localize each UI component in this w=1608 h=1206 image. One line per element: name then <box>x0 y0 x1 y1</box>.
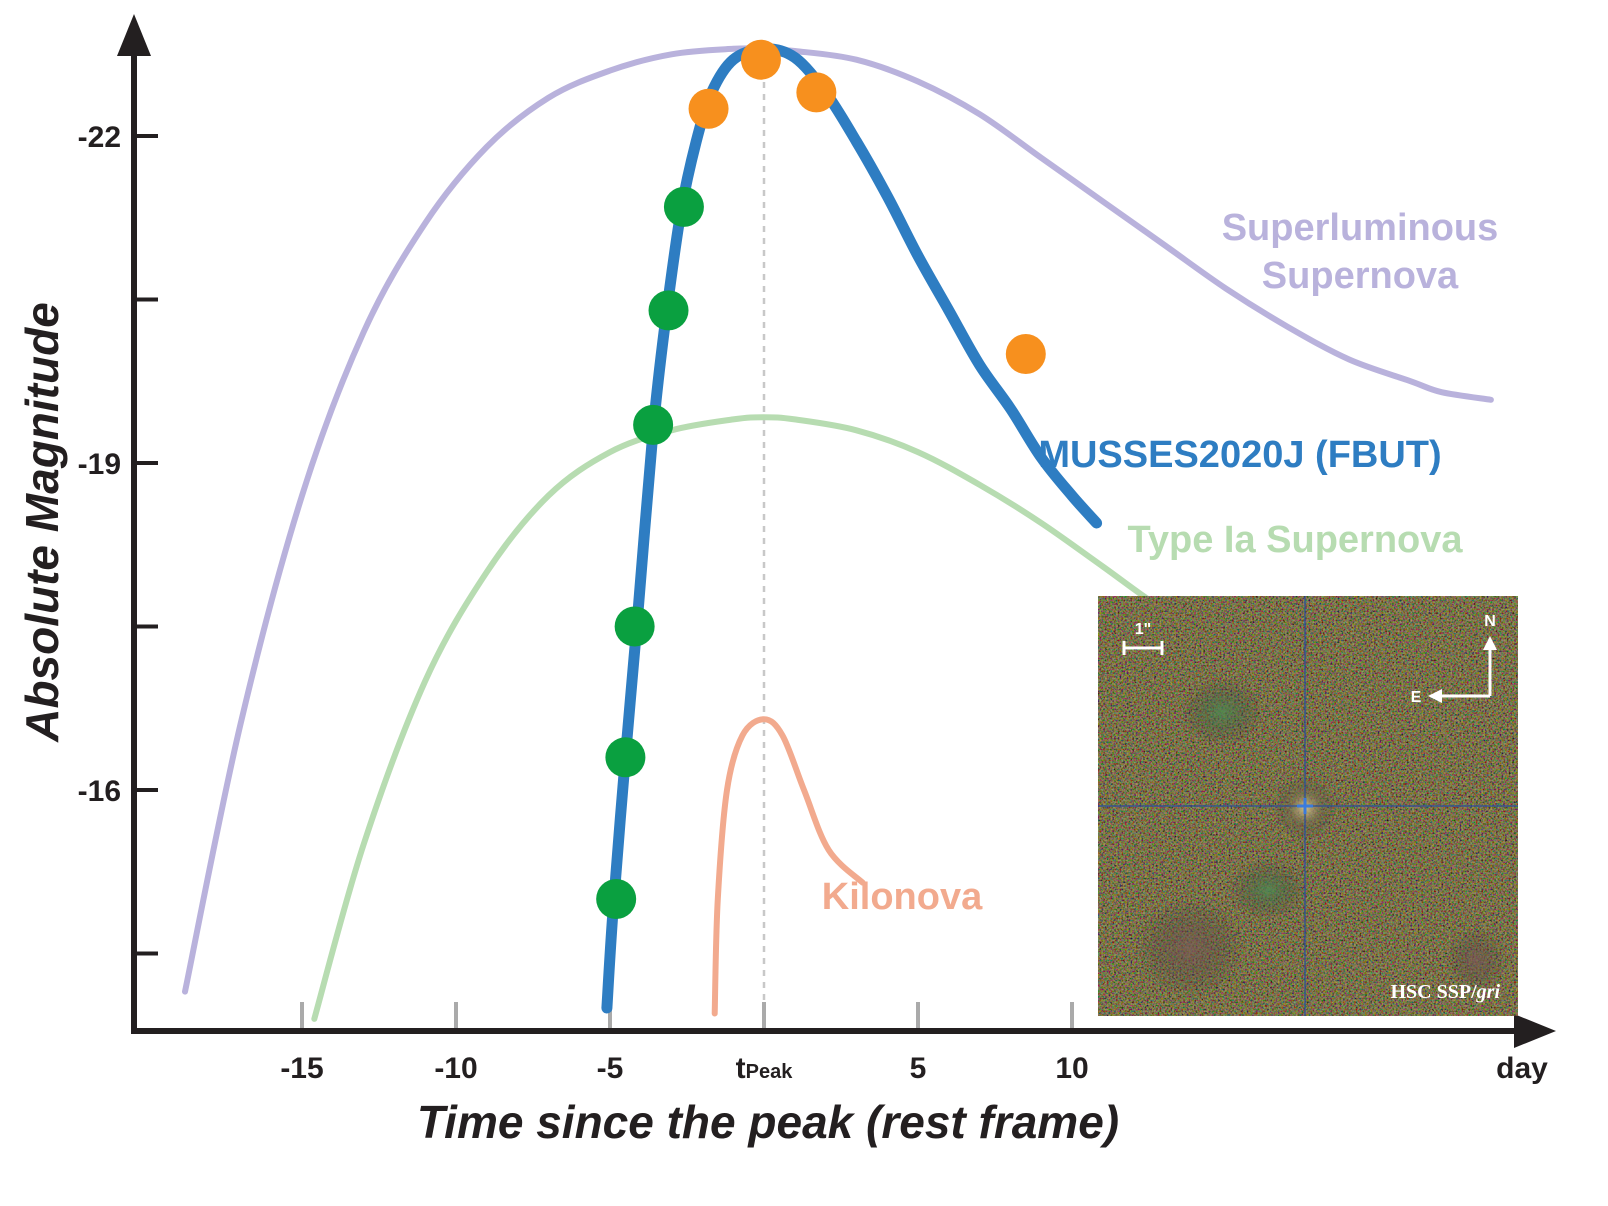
y-tick-label: -22 <box>78 121 121 154</box>
musses-data-point <box>688 88 729 129</box>
musses-label: MUSSES2020J (FBUT) <box>1038 434 1441 476</box>
y-tick-label: -19 <box>78 448 121 481</box>
musses-data-point <box>796 72 837 113</box>
y-ticks: -22 -19 -16 <box>78 121 158 956</box>
type-ia-label: Type Ia Supernova <box>1127 519 1463 561</box>
inset-caption: HSC SSP/gri <box>1391 981 1501 1003</box>
slsn-label-line2: Supernova <box>1262 255 1459 297</box>
musses-data-point <box>596 879 637 919</box>
scale-bar-icon <box>1122 641 1164 655</box>
y-axis-title: Absolute Magnitude <box>16 302 68 743</box>
x-tick-label: 10 <box>1055 1052 1088 1085</box>
musses-data-point <box>633 404 674 445</box>
x-ticks: -15 -10 -5 tPeak 5 10 <box>280 1002 1089 1085</box>
axes <box>117 14 1556 1048</box>
musses-data-point <box>1005 334 1046 374</box>
x-axis-title: Time since the peak (rest frame) <box>417 1096 1119 1148</box>
compass-arrows-icon <box>1438 646 1492 698</box>
musses-data-point <box>663 186 704 227</box>
x-tick-label: -10 <box>434 1052 477 1085</box>
data-points <box>596 39 1046 919</box>
x-tick-label: -5 <box>597 1052 624 1085</box>
north-arrowhead-icon <box>1483 636 1497 650</box>
east-arrowhead-icon <box>1428 689 1442 703</box>
musses-data-point <box>740 39 781 80</box>
x-unit-label: day <box>1496 1052 1548 1085</box>
x-tick-label: tPeak <box>736 1052 794 1085</box>
hsc-inset-image: 1" N E HSC SSP/gri <box>1098 596 1518 1016</box>
musses-data-point <box>648 290 689 331</box>
x-axis-arrow <box>1514 1014 1556 1048</box>
kilonova-label: Kilonova <box>822 876 983 918</box>
target-cross-icon <box>1297 798 1313 814</box>
compass-north-label: N <box>1484 613 1496 630</box>
scale-bar-label: 1" <box>1135 621 1151 638</box>
musses-data-point <box>614 606 655 647</box>
musses-data-point <box>605 737 646 778</box>
compass-east-label: E <box>1411 689 1422 706</box>
kilonova-curve <box>711 716 866 1017</box>
y-axis-arrow <box>117 14 151 56</box>
x-tick-label: 5 <box>910 1052 927 1085</box>
x-tick-label: -15 <box>280 1052 323 1085</box>
slsn-label-line1: Superluminous <box>1222 207 1499 249</box>
y-tick-label: -16 <box>78 775 121 808</box>
